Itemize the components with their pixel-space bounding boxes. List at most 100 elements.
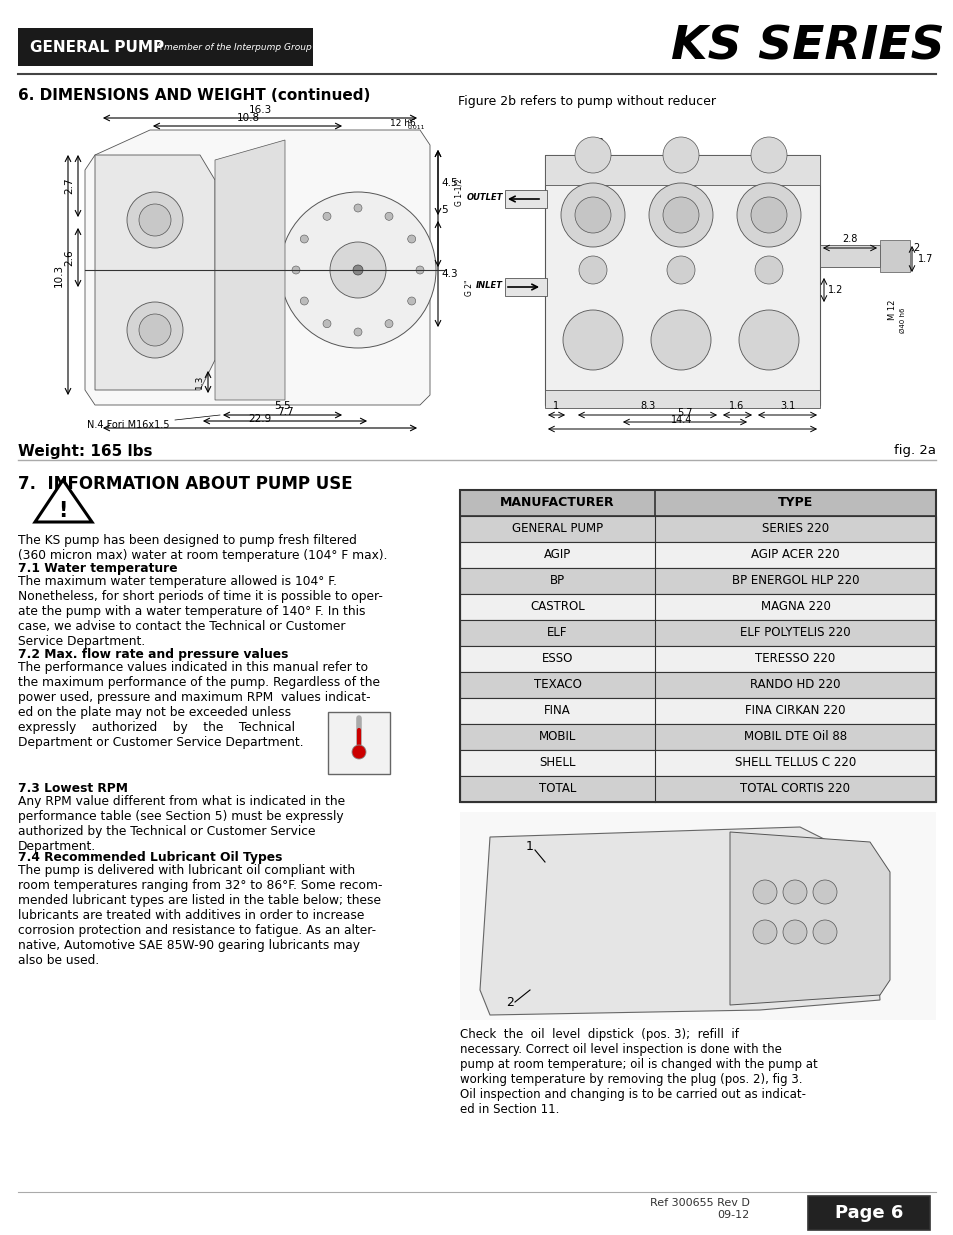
Text: 8.3: 8.3 bbox=[639, 401, 655, 411]
Bar bbox=[459, 620, 935, 646]
Text: G 1-1/2: G 1-1/2 bbox=[455, 178, 463, 206]
Bar bbox=[459, 811, 935, 1020]
Text: 4.3: 4.3 bbox=[440, 269, 457, 279]
Text: BP ENERGOL HLP 220: BP ENERGOL HLP 220 bbox=[731, 574, 859, 588]
Text: 1.2: 1.2 bbox=[827, 285, 842, 295]
Bar bbox=[459, 568, 935, 594]
Bar bbox=[544, 390, 820, 408]
Text: TOTAL CORTIS 220: TOTAL CORTIS 220 bbox=[740, 783, 850, 795]
Circle shape bbox=[812, 920, 836, 944]
Circle shape bbox=[353, 266, 363, 275]
Text: 5: 5 bbox=[440, 205, 447, 215]
Text: 22.9: 22.9 bbox=[248, 414, 272, 424]
Circle shape bbox=[139, 204, 171, 236]
Text: 2.7: 2.7 bbox=[64, 178, 74, 194]
Circle shape bbox=[750, 198, 786, 233]
Text: 7.2 Max. flow rate and pressure values: 7.2 Max. flow rate and pressure values bbox=[18, 648, 288, 661]
Polygon shape bbox=[35, 480, 91, 522]
Text: 1: 1 bbox=[525, 841, 534, 853]
Circle shape bbox=[300, 235, 308, 243]
Text: GENERAL PUMP: GENERAL PUMP bbox=[512, 522, 602, 536]
Text: 2.8: 2.8 bbox=[841, 233, 857, 245]
Text: 4.5: 4.5 bbox=[440, 178, 457, 188]
Circle shape bbox=[752, 920, 776, 944]
Circle shape bbox=[323, 320, 331, 327]
Bar bbox=[459, 724, 935, 750]
Circle shape bbox=[300, 296, 308, 305]
Text: 1.7: 1.7 bbox=[917, 254, 932, 264]
Circle shape bbox=[407, 235, 416, 243]
Text: 7.1 Water temperature: 7.1 Water temperature bbox=[18, 562, 177, 576]
Circle shape bbox=[354, 204, 361, 212]
Text: SHELL TELLUS C 220: SHELL TELLUS C 220 bbox=[734, 757, 855, 769]
Text: SHELL: SHELL bbox=[538, 757, 576, 769]
Text: 5.7: 5.7 bbox=[677, 408, 692, 417]
Circle shape bbox=[578, 256, 606, 284]
Text: Ref 300655 Rev D: Ref 300655 Rev D bbox=[649, 1198, 749, 1208]
Circle shape bbox=[812, 881, 836, 904]
Text: 3.1: 3.1 bbox=[780, 401, 795, 411]
Bar bbox=[459, 646, 935, 672]
Circle shape bbox=[330, 242, 386, 298]
Text: 7.7: 7.7 bbox=[276, 408, 293, 417]
Text: TEXACO: TEXACO bbox=[533, 678, 580, 692]
Bar bbox=[459, 698, 935, 724]
Text: A member of the Interpump Group: A member of the Interpump Group bbox=[154, 42, 312, 52]
Text: TYPE: TYPE bbox=[777, 496, 812, 510]
Text: 16.3: 16.3 bbox=[248, 105, 272, 115]
Circle shape bbox=[737, 183, 801, 247]
Circle shape bbox=[662, 198, 699, 233]
Text: 10.3: 10.3 bbox=[54, 263, 64, 287]
Text: 0
0.011: 0 0.011 bbox=[408, 120, 425, 130]
Text: N.4 Fori M16x1.5: N.4 Fori M16x1.5 bbox=[88, 420, 170, 430]
Text: MOBIL DTE Oil 88: MOBIL DTE Oil 88 bbox=[743, 730, 846, 743]
Text: AGIP ACER 220: AGIP ACER 220 bbox=[750, 548, 839, 562]
Text: 7.4 Recommended Lubricant Oil Types: 7.4 Recommended Lubricant Oil Types bbox=[18, 851, 282, 864]
Bar bbox=[459, 672, 935, 698]
Bar bbox=[459, 490, 935, 802]
Text: ELF: ELF bbox=[547, 626, 567, 640]
Text: 5.5: 5.5 bbox=[274, 401, 291, 411]
Text: .2: .2 bbox=[910, 243, 920, 253]
Bar bbox=[459, 516, 935, 542]
Text: SERIES 220: SERIES 220 bbox=[761, 522, 828, 536]
Text: 7.  INFORMATION ABOUT PUMP USE: 7. INFORMATION ABOUT PUMP USE bbox=[18, 475, 353, 493]
Circle shape bbox=[752, 881, 776, 904]
Text: AGIP: AGIP bbox=[543, 548, 571, 562]
Text: ESSO: ESSO bbox=[541, 652, 573, 666]
Text: 6. DIMENSIONS AND WEIGHT (continued): 6. DIMENSIONS AND WEIGHT (continued) bbox=[18, 88, 370, 103]
Text: 1.6: 1.6 bbox=[729, 401, 744, 411]
Text: 2: 2 bbox=[505, 995, 514, 1009]
Polygon shape bbox=[85, 130, 430, 405]
Bar bbox=[459, 542, 935, 568]
Text: The performance values indicated in this manual refer to
the maximum performance: The performance values indicated in this… bbox=[18, 661, 379, 748]
Text: Weight: 165 lbs: Weight: 165 lbs bbox=[18, 445, 152, 459]
Text: INLET: INLET bbox=[476, 282, 502, 290]
Bar bbox=[18, 28, 313, 65]
Circle shape bbox=[416, 266, 423, 274]
Circle shape bbox=[280, 191, 436, 348]
Text: Page 6: Page 6 bbox=[834, 1204, 902, 1221]
Text: Ø40 h6: Ø40 h6 bbox=[899, 308, 905, 332]
Circle shape bbox=[650, 310, 710, 370]
Polygon shape bbox=[95, 156, 214, 390]
Circle shape bbox=[292, 266, 299, 274]
Text: 14.4: 14.4 bbox=[671, 415, 692, 425]
Text: TERESSO 220: TERESSO 220 bbox=[755, 652, 835, 666]
Text: CASTROL: CASTROL bbox=[530, 600, 584, 614]
Text: Any RPM value different from what is indicated in the
performance table (see Sec: Any RPM value different from what is ind… bbox=[18, 795, 345, 853]
Bar bbox=[459, 594, 935, 620]
Bar bbox=[504, 278, 546, 296]
Text: The maximum water temperature allowed is 104° F.
Nonetheless, for short periods : The maximum water temperature allowed is… bbox=[18, 576, 382, 648]
Text: 09-12: 09-12 bbox=[717, 1210, 749, 1220]
Bar bbox=[459, 490, 935, 516]
Text: FINA CIRKAN 220: FINA CIRKAN 220 bbox=[744, 704, 845, 718]
Circle shape bbox=[666, 256, 695, 284]
Circle shape bbox=[754, 256, 782, 284]
Circle shape bbox=[139, 314, 171, 346]
Text: KS SERIES: KS SERIES bbox=[671, 25, 944, 69]
Circle shape bbox=[782, 920, 806, 944]
Circle shape bbox=[127, 303, 183, 358]
Bar bbox=[504, 190, 546, 207]
Circle shape bbox=[407, 296, 416, 305]
